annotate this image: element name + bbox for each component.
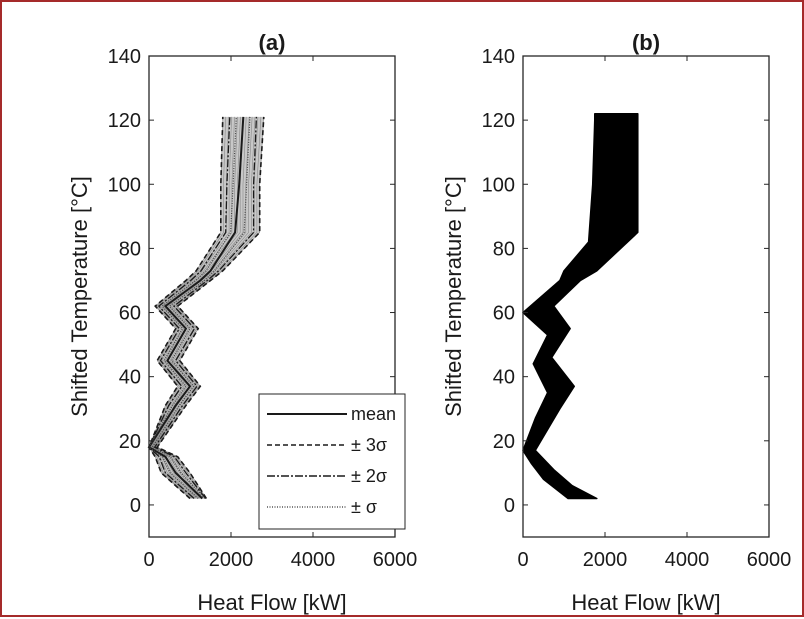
series-x-upper-line	[153, 116, 258, 499]
legend-entry-mean: mean	[351, 404, 396, 424]
y-tick-label: 0	[130, 495, 141, 517]
x-tick-label: 2000	[583, 549, 628, 571]
panel-a: 0 2000 4000 6000 0 20 40 60 80 100 120 140 (a) Hea…	[67, 30, 417, 615]
y-tick-label: 40	[493, 367, 515, 389]
x-tick-label: 6000	[747, 549, 792, 571]
band-strand	[154, 116, 253, 499]
series-x-lower-line	[148, 116, 237, 499]
y-tick-label: 60	[493, 303, 515, 325]
legend-entry-2sigma: ± 2σ	[351, 466, 387, 486]
x-tick-label: 2000	[209, 549, 254, 571]
panel-a-title: (a)	[259, 30, 286, 55]
panel-b-envelope	[522, 112, 639, 500]
y-tick-label: 100	[108, 174, 141, 196]
y-tick-label: 140	[108, 46, 141, 68]
panel-a-y-ticks: 0 20 40 60 80 100 120 140	[108, 46, 395, 517]
band-strand	[156, 116, 265, 499]
panel-a-axes-box	[148, 55, 396, 538]
panel-b-y-ticks: 0 20 40 60 80 100 120 140	[482, 46, 769, 517]
x-tick-label: 6000	[373, 549, 418, 571]
panel-a-x-ticks: 0 2000 4000 6000	[143, 56, 417, 571]
y-tick-label: 60	[119, 303, 141, 325]
panel-a-lines	[147, 116, 265, 500]
y-tick-label: 0	[504, 495, 515, 517]
x-tick-label: 0	[517, 549, 528, 571]
y-tick-label: 40	[119, 367, 141, 389]
panel-b-axes-box	[522, 55, 770, 538]
x-tick-label: 4000	[665, 549, 710, 571]
panel-b-title: (b)	[632, 30, 660, 55]
series-mean-line	[147, 116, 245, 500]
panel-b-y-axis-label: Shifted Temperature [°C]	[441, 176, 466, 417]
y-tick-label: 120	[108, 110, 141, 132]
series-x-lower-line	[148, 116, 231, 499]
panel-b: 0 2000 4000 6000 0 20 40 60 80 100 120 140 (b) Hea…	[441, 30, 791, 615]
y-tick-label: 20	[119, 431, 141, 453]
y-tick-label: 20	[493, 431, 515, 453]
panel-a-x-axis-label: Heat Flow [kW]	[197, 590, 346, 615]
y-tick-label: 80	[493, 238, 515, 260]
series-x-upper-line	[151, 116, 251, 499]
panel-a-legend: mean ± 3σ ± 2σ ± σ	[258, 393, 406, 530]
band-strand	[149, 116, 226, 499]
band-strand	[156, 116, 262, 499]
series-x-lower-line	[148, 116, 224, 500]
band-strand	[153, 116, 247, 499]
legend-entry-3sigma: ± 3σ	[351, 435, 387, 455]
y-tick-label: 140	[482, 46, 515, 68]
y-tick-label: 100	[482, 174, 515, 196]
legend-entry-1sigma: ± σ	[351, 497, 377, 517]
y-tick-label: 80	[119, 238, 141, 260]
panel-a-y-axis-label: Shifted Temperature [°C]	[67, 176, 92, 417]
panel-b-x-ticks: 0 2000 4000 6000	[517, 56, 791, 571]
x-tick-label: 0	[143, 549, 154, 571]
envelope-fill	[522, 112, 639, 500]
panel-b-x-axis-label: Heat Flow [kW]	[571, 590, 720, 615]
x-tick-label: 4000	[291, 549, 336, 571]
y-tick-label: 120	[482, 110, 515, 132]
